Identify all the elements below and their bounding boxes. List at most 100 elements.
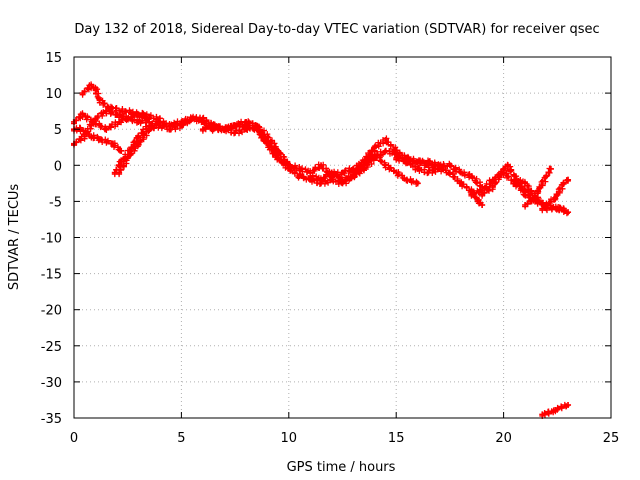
y-tick-label: 15 bbox=[45, 51, 62, 66]
data-point bbox=[264, 140, 271, 147]
data-point bbox=[425, 169, 432, 176]
data-point bbox=[109, 140, 116, 147]
data-point bbox=[554, 205, 561, 212]
series-sat-o bbox=[522, 165, 554, 210]
data-point bbox=[116, 118, 123, 125]
data-point bbox=[285, 165, 292, 172]
data-point bbox=[118, 147, 125, 154]
data-point bbox=[414, 180, 421, 187]
y-tick-label: 0 bbox=[54, 159, 62, 174]
data-point bbox=[528, 198, 535, 205]
data-point bbox=[122, 108, 129, 115]
data-point bbox=[88, 133, 95, 140]
data-point bbox=[414, 158, 421, 165]
series-sat-q bbox=[539, 401, 572, 419]
data-point bbox=[522, 180, 529, 187]
data-point bbox=[558, 404, 565, 411]
y-tick-label: 5 bbox=[54, 123, 62, 138]
data-point bbox=[232, 122, 239, 129]
data-point bbox=[296, 173, 303, 180]
data-point bbox=[79, 111, 86, 118]
data-point bbox=[468, 173, 475, 180]
grid-lines bbox=[74, 57, 611, 418]
data-point bbox=[468, 191, 475, 198]
data-point bbox=[436, 165, 443, 172]
data-point bbox=[318, 162, 325, 169]
data-point bbox=[371, 151, 378, 158]
data-point bbox=[296, 165, 303, 172]
data-point bbox=[98, 137, 105, 144]
data-point bbox=[103, 108, 110, 115]
data-point bbox=[103, 126, 110, 133]
data-point bbox=[146, 126, 153, 133]
data-point bbox=[511, 176, 518, 183]
data-point bbox=[116, 169, 123, 176]
data-point bbox=[393, 155, 400, 162]
data-point bbox=[489, 183, 496, 190]
data-point bbox=[96, 97, 103, 104]
data-point bbox=[565, 402, 572, 409]
data-point bbox=[124, 155, 131, 162]
data-point bbox=[543, 173, 550, 180]
data-point bbox=[522, 191, 529, 198]
data-point bbox=[199, 126, 206, 133]
x-tick-label: 15 bbox=[388, 431, 405, 446]
data-point bbox=[479, 202, 486, 209]
x-tick-label: 20 bbox=[495, 431, 512, 446]
data-point bbox=[560, 180, 567, 187]
x-tick-label: 10 bbox=[281, 431, 298, 446]
chart-title: Day 132 of 2018, Sidereal Day-to-day VTE… bbox=[74, 22, 599, 37]
data-point bbox=[135, 140, 142, 147]
y-tick-label: -35 bbox=[41, 412, 62, 427]
data-point bbox=[328, 169, 335, 176]
series-sat-k bbox=[393, 154, 486, 209]
data-point bbox=[545, 409, 552, 416]
data-point bbox=[88, 82, 95, 89]
data-point bbox=[275, 155, 282, 162]
x-tick-label: 25 bbox=[603, 431, 620, 446]
data-point bbox=[446, 162, 453, 169]
data-point bbox=[199, 118, 206, 125]
data-point bbox=[547, 165, 554, 172]
data-point bbox=[539, 411, 546, 418]
data-point bbox=[167, 126, 174, 133]
x-axis-label: GPS time / hours bbox=[287, 460, 396, 475]
series-sat-j bbox=[350, 151, 421, 187]
y-tick-label: 10 bbox=[45, 87, 62, 102]
data-point bbox=[242, 118, 249, 125]
data-point bbox=[382, 147, 389, 154]
data-point bbox=[446, 169, 453, 176]
data-point bbox=[242, 126, 249, 133]
x-tick-label: 0 bbox=[70, 431, 78, 446]
data-point bbox=[318, 176, 325, 183]
data-point bbox=[139, 111, 146, 118]
data-point bbox=[105, 104, 112, 111]
data-point bbox=[232, 129, 239, 136]
data-point bbox=[534, 187, 541, 194]
data-point bbox=[565, 209, 572, 216]
data-point bbox=[253, 122, 260, 129]
data-point bbox=[539, 205, 546, 212]
data-point bbox=[350, 169, 357, 176]
data-point bbox=[500, 165, 507, 172]
data-point bbox=[522, 202, 529, 209]
data-point bbox=[221, 126, 228, 133]
y-tick-label: -25 bbox=[41, 340, 62, 355]
data-point bbox=[92, 86, 99, 93]
y-tick-label: -10 bbox=[41, 232, 62, 247]
data-point bbox=[382, 162, 389, 169]
y-tick-label: -30 bbox=[41, 376, 62, 391]
data-point bbox=[403, 176, 410, 183]
data-series bbox=[71, 81, 572, 419]
data-point bbox=[90, 118, 97, 125]
data-point bbox=[457, 169, 464, 176]
data-point bbox=[552, 407, 559, 414]
y-axis-label: SDTVAR / TECUs bbox=[7, 184, 22, 291]
data-point bbox=[178, 122, 185, 129]
data-point bbox=[474, 198, 481, 205]
x-tick-label: 5 bbox=[177, 431, 185, 446]
data-point bbox=[560, 205, 567, 212]
data-point bbox=[414, 165, 421, 172]
data-point bbox=[339, 169, 346, 176]
